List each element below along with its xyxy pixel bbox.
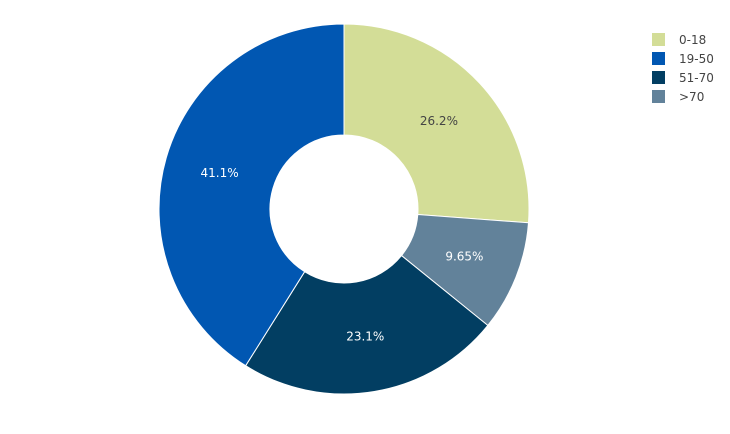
slice-0-18[interactable] [343,23,530,224]
slice-19-50[interactable] [158,23,345,367]
slice-label-gt70: 9.65% [445,250,483,264]
legend-label-gt70: >70 [679,89,705,104]
legend-item-51-70[interactable]: 51-70 [652,68,714,87]
legend-label-51-70: 51-70 [679,70,714,85]
legend-item-19-50[interactable]: 19-50 [652,49,714,68]
legend-label-19-50: 19-50 [679,51,714,66]
legend-swatch-gt70 [652,90,665,103]
legend-swatch-19-50 [652,52,665,65]
legend-swatch-0-18 [652,33,665,46]
slice-label-19-50: 41.1% [200,166,238,180]
legend: 0-18 19-50 51-70 >70 [652,30,714,106]
legend-swatch-51-70 [652,71,665,84]
legend-item-gt70[interactable]: >70 [652,87,714,106]
slice-label-51-70: 23.1% [346,330,384,344]
slice-label-0-18: 26.2% [420,114,458,128]
slice-51-70[interactable] [244,254,489,395]
legend-label-0-18: 0-18 [679,32,707,47]
legend-item-0-18[interactable]: 0-18 [652,30,714,49]
